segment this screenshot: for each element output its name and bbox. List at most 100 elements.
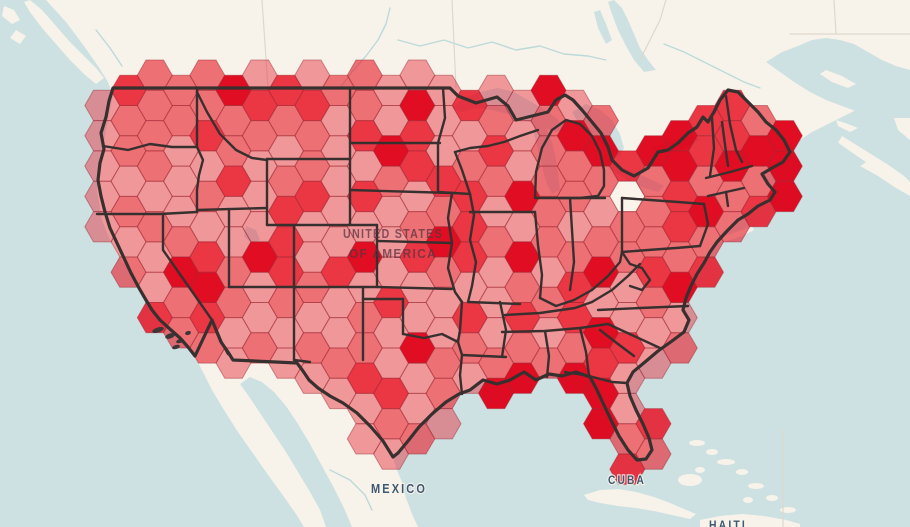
us-country-outline xyxy=(96,86,792,462)
label-mexico: MEXICO xyxy=(371,481,427,496)
bahamas-island xyxy=(706,449,718,455)
state-border-line xyxy=(533,210,544,300)
hex-cell[interactable] xyxy=(425,408,462,440)
vancouver-island xyxy=(24,0,104,84)
bahamas-island xyxy=(780,507,796,513)
state-border-line xyxy=(456,340,464,396)
prince-edward-island xyxy=(836,120,858,132)
state-border-line xyxy=(606,322,662,350)
hex-cell[interactable] xyxy=(215,165,252,197)
hex-cell[interactable] xyxy=(609,332,646,364)
anticosti-island xyxy=(820,70,856,88)
river xyxy=(663,43,761,89)
alaska-panhandle-island xyxy=(2,6,20,24)
state-border-line xyxy=(598,328,636,358)
us-border-outline xyxy=(96,86,792,462)
state-border-line xyxy=(500,322,610,334)
hex-cell[interactable] xyxy=(399,423,436,455)
state-border-line xyxy=(95,210,199,216)
state-border-line xyxy=(543,329,551,379)
state-border-line xyxy=(498,300,508,359)
state-border-line xyxy=(590,262,642,304)
province-borders xyxy=(261,0,910,527)
state-border-line xyxy=(466,238,478,304)
gulf-of-california xyxy=(240,377,352,527)
river xyxy=(329,469,373,511)
lake xyxy=(608,0,656,72)
hex-cell[interactable] xyxy=(346,241,383,273)
state-border-line xyxy=(292,358,312,364)
state-border-line xyxy=(698,202,710,248)
label-cuba: CUBA xyxy=(608,473,646,487)
cuba-island xyxy=(584,489,696,519)
state-border-line xyxy=(292,285,454,291)
state-border-line xyxy=(195,145,205,214)
bahamas-island xyxy=(678,474,702,486)
hex-cell[interactable] xyxy=(766,180,803,213)
state-border-line xyxy=(401,332,460,344)
bahamas-island xyxy=(743,497,753,503)
channel-island xyxy=(152,326,164,334)
state-border-line xyxy=(578,326,591,378)
state-border-line xyxy=(704,164,754,180)
state-border-line xyxy=(446,241,464,304)
state-border-line xyxy=(708,116,716,178)
state-border-line xyxy=(568,196,576,292)
state-border-line xyxy=(503,300,594,317)
bahamas-island xyxy=(748,483,764,489)
province-border-line xyxy=(261,0,269,89)
state-border-line xyxy=(468,192,476,242)
lake xyxy=(594,10,612,44)
channel-island xyxy=(172,344,180,350)
state-border-line xyxy=(436,86,447,145)
state-border-line xyxy=(533,118,606,200)
hex-cell[interactable] xyxy=(136,150,173,182)
lake xyxy=(244,226,260,244)
channel-island xyxy=(185,330,191,336)
bahamas-island xyxy=(736,469,748,475)
label-united-states-line1: UNITED STATES xyxy=(343,226,443,241)
bahamas-island xyxy=(766,495,778,501)
state-border-line xyxy=(436,190,472,196)
hex-cell[interactable] xyxy=(635,438,672,470)
state-border-line xyxy=(446,191,454,245)
channel-island xyxy=(165,333,175,339)
label-united-states-line2: OF AMERICA xyxy=(349,246,437,261)
bahamas-island xyxy=(689,440,705,446)
state-border-line xyxy=(348,188,454,195)
state-border-line xyxy=(460,353,508,359)
state-border-line xyxy=(724,190,730,208)
state-border-line xyxy=(453,150,472,196)
hex-cell[interactable] xyxy=(425,377,462,410)
state-border-line xyxy=(620,196,706,206)
state-border-line xyxy=(453,128,540,154)
river xyxy=(95,29,123,67)
alaska-panhandle-island xyxy=(10,30,26,44)
bahamas-island xyxy=(717,459,735,465)
state-border-line xyxy=(720,120,730,168)
bay-of-fundy xyxy=(820,134,866,168)
state-border-line xyxy=(456,300,464,344)
map-labels: UNITED STATES OF AMERICA MEXICO CUBA HAI… xyxy=(343,226,747,527)
hex-cell[interactable] xyxy=(294,180,331,213)
state-border-line xyxy=(375,239,454,245)
nova-scotia xyxy=(836,136,910,196)
state-border-line xyxy=(724,94,744,164)
gaspe-peninsula xyxy=(768,82,820,112)
state-border-line xyxy=(596,304,690,312)
hex-cell[interactable] xyxy=(215,195,252,228)
state-border-line xyxy=(538,250,624,308)
hispaniola-island xyxy=(700,514,800,527)
bahamas-island xyxy=(695,467,705,473)
province-border-line xyxy=(833,0,837,35)
state-border-line xyxy=(620,250,652,292)
state-border-line xyxy=(466,300,522,306)
state-border-line xyxy=(620,244,702,254)
state-border-line xyxy=(195,206,269,212)
hex-cell[interactable] xyxy=(687,256,725,288)
state-border-line xyxy=(101,142,199,152)
label-haiti: HAITI xyxy=(709,518,747,527)
channel-islands xyxy=(152,326,191,350)
